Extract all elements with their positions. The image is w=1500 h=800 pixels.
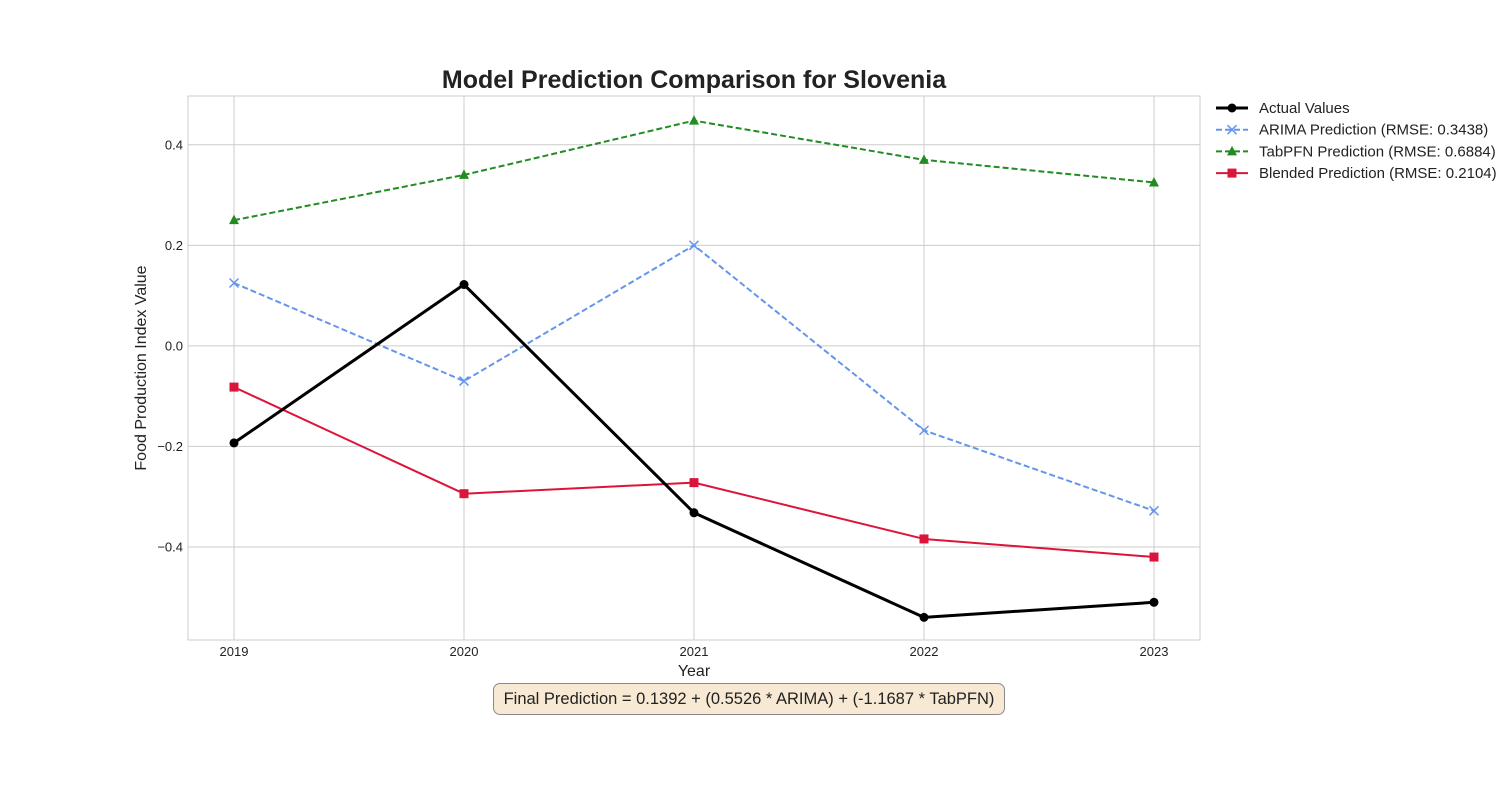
- data-point: [1148, 505, 1160, 516]
- data-point: [919, 612, 929, 622]
- legend-swatch-marker: [1227, 145, 1237, 156]
- series-triangle: [229, 115, 1159, 225]
- data-point: [229, 438, 239, 448]
- data-point: [458, 376, 470, 387]
- data-point: [229, 382, 239, 392]
- series-circle: [229, 280, 1159, 622]
- data-point: [459, 489, 469, 499]
- legend-entry: ARIMA Prediction (RMSE: 0.3438): [1216, 122, 1488, 139]
- data-point: [229, 214, 239, 225]
- legend-label: TabPFN Prediction (RMSE: 0.6884): [1259, 143, 1496, 160]
- y-axis-label: Food Production Index Value: [133, 265, 150, 470]
- legend-label: ARIMA Prediction (RMSE: 0.3438): [1259, 122, 1488, 139]
- data-point: [459, 169, 469, 179]
- y-tick-label: −0.2: [157, 439, 183, 454]
- legend-label: Blended Prediction (RMSE: 0.2104): [1259, 165, 1497, 182]
- x-tick-label: 2021: [680, 644, 709, 659]
- y-tick-label: 0.4: [165, 137, 183, 152]
- y-tick-label: 0.0: [165, 338, 183, 353]
- x-tick-label: 2020: [450, 644, 479, 659]
- formula-annotation: Final Prediction = 0.1392 + (0.5526 * AR…: [493, 683, 1005, 715]
- legend-entry: Blended Prediction (RMSE: 0.2104): [1216, 165, 1497, 182]
- data-point: [919, 534, 929, 544]
- data-point: [1149, 597, 1159, 607]
- data-point: [1149, 552, 1159, 562]
- chart-title: Model Prediction Comparison for Slovenia: [442, 66, 947, 94]
- legend-label: Actual Values: [1259, 100, 1350, 117]
- x-tick-label: 2022: [910, 644, 939, 659]
- data-point: [689, 115, 699, 125]
- formula-text: Final Prediction = 0.1392 + (0.5526 * AR…: [503, 689, 995, 708]
- data-point: [1149, 176, 1159, 187]
- legend-swatch-marker: [1227, 103, 1237, 113]
- x-axis-label: Year: [678, 663, 711, 680]
- y-tick-label: −0.4: [157, 539, 183, 554]
- legend: Actual Values ARIMA Prediction (RMSE: 0.3…: [1216, 100, 1497, 182]
- legend-swatch-marker: [1226, 124, 1238, 135]
- y-tick-label: 0.2: [165, 238, 183, 253]
- legend-entry: Actual Values: [1216, 100, 1350, 117]
- series-square: [229, 382, 1159, 562]
- data-point: [918, 425, 930, 436]
- legend-swatch-marker: [1227, 168, 1237, 178]
- grid-lines: [188, 96, 1200, 640]
- x-tick-label: 2023: [1140, 644, 1169, 659]
- x-tick-label: 2019: [220, 644, 249, 659]
- plot-frame: [187, 95, 1201, 641]
- series-layer: [228, 115, 1160, 622]
- data-point: [688, 240, 700, 251]
- series-x: [228, 240, 1160, 516]
- data-point: [459, 280, 469, 290]
- data-point: [689, 508, 699, 518]
- data-point: [689, 478, 699, 488]
- data-point: [919, 154, 929, 164]
- legend-entry: TabPFN Prediction (RMSE: 0.6884): [1216, 143, 1496, 160]
- tick-labels: 2019 2020 2021 2022 2023 0.4 0.2 0.0 −0.2 −0.4: [157, 137, 1168, 659]
- data-point: [228, 278, 240, 289]
